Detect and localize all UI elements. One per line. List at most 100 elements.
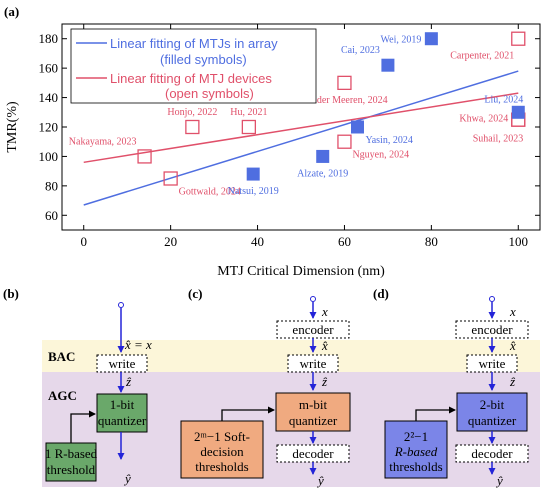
point-label: Cai, 2023 xyxy=(341,45,380,56)
quantizer-c-line1: m-bit xyxy=(299,397,328,412)
arrow-d-threshold xyxy=(415,406,456,421)
point-filled-square xyxy=(316,149,330,163)
point-filled-square xyxy=(350,120,364,134)
legend-devices-line1: Linear fitting of MTJ devices xyxy=(110,71,272,86)
quantizer-box-d xyxy=(456,392,528,432)
legend-array-line1: Linear fitting of MTJs in array xyxy=(110,36,278,51)
label-x-d: x xyxy=(509,304,516,319)
point-label: Nakayama, 2023 xyxy=(69,136,137,147)
y-tick-label: 160 xyxy=(39,61,59,76)
diagram: BAC AGC (b) (c) (d) x̂ = x write ẑ 1-bit… xyxy=(3,286,540,488)
panel-d: x encoder x̂ write ẑ 2-bit quantizer dec… xyxy=(384,296,529,488)
point-label: Khwa, 2024 xyxy=(459,114,508,125)
threshold-c-line1: 2ᵐ−1 Soft- xyxy=(194,429,250,444)
quantizer-b-line2: quantizer xyxy=(98,413,147,428)
threshold-box-d xyxy=(384,420,448,479)
y-tick-label: 80 xyxy=(45,178,58,193)
point-label: Wei, 2019 xyxy=(381,35,422,46)
panel-c: x encoder x̂ write ẑ m-bit quantizer dec… xyxy=(180,296,351,488)
label-zhat-d: ẑ xyxy=(509,374,516,389)
write-box-b xyxy=(96,354,148,373)
input-node-c xyxy=(310,296,316,302)
decoder-label-c: decoder xyxy=(292,446,334,461)
encoder-label-c: encoder xyxy=(292,322,334,337)
point-filled-square xyxy=(511,105,525,119)
data-point-labels: Nakayama, 2023 Gottwald, 2024 Honjo, 2022 H… xyxy=(69,35,523,198)
agc-band-label: AGC xyxy=(48,388,77,403)
label-zhat-c: ẑ xyxy=(321,374,328,389)
y-tick-label: 180 xyxy=(39,31,59,46)
x-tick-label: 60 xyxy=(338,234,351,249)
fit-line-array xyxy=(83,70,519,206)
label-yhat-b: ŷ xyxy=(123,471,131,486)
point-label: Alzate, 2019 xyxy=(297,168,348,179)
panel-label-a: (a) xyxy=(4,4,19,19)
point-label: Honjo, 2022 xyxy=(167,107,217,118)
threshold-d-line2: R-based xyxy=(394,444,438,459)
panel-b: x̂ = x write ẑ 1-bit quantizer ŷ 1 R-bas… xyxy=(45,302,152,486)
threshold-box-c xyxy=(180,420,264,479)
y-axis-label: TMR(%) xyxy=(5,101,20,153)
legend-array-line2: (filled symbols) xyxy=(160,52,247,67)
legend-devices-line2: (open symbols) xyxy=(165,86,254,101)
arrow-c-threshold xyxy=(221,406,275,421)
x-tick-label: 20 xyxy=(164,234,177,249)
decoder-label-d: decoder xyxy=(471,446,513,461)
legend-box xyxy=(70,28,317,104)
arrow-b-threshold xyxy=(70,410,96,443)
point-filled-square xyxy=(381,58,395,72)
point-open-square xyxy=(337,75,352,91)
bac-band-label: BAC xyxy=(48,349,75,364)
quantizer-c-line2: quantizer xyxy=(289,413,338,428)
quantizer-box-b xyxy=(96,393,148,433)
threshold-c-line3: thresholds xyxy=(195,459,248,474)
x-axis-label: MTJ Critical Dimension (nm) xyxy=(217,264,385,279)
write-label-b: write xyxy=(109,356,136,371)
legend: Linear fitting of MTJs in array (filled … xyxy=(70,28,317,104)
point-filled-square xyxy=(246,167,260,181)
point-filled-square xyxy=(424,32,438,46)
x-tick-label: 40 xyxy=(251,234,264,249)
threshold-c-line2: decision xyxy=(200,444,244,459)
threshold-d-line3: thresholds xyxy=(389,459,442,474)
point-label: Yasin, 2024 xyxy=(365,135,412,146)
chart: 0 20 40 60 80 100 60 80 100 120 140 160 180 Nakayama… xyxy=(5,23,541,279)
x-tick-label: 100 xyxy=(509,234,529,249)
threshold-b-line1: 1 R-based xyxy=(45,446,98,461)
label-yhat-c: ŷ xyxy=(316,473,324,488)
write-label-c: write xyxy=(300,356,327,371)
label-x-c: x xyxy=(321,304,328,319)
point-label: Vander Meeren, 2024 xyxy=(301,95,387,106)
panel-label-b: (b) xyxy=(3,286,19,301)
threshold-box-b xyxy=(45,442,97,482)
y-tick-label: 120 xyxy=(39,120,59,135)
threshold-b-line2: threshold xyxy=(47,462,96,477)
encoder-label-d: encoder xyxy=(471,322,513,337)
point-label: Hu, 2021 xyxy=(230,107,267,118)
axis-ticks: 0 20 40 60 80 100 60 80 100 120 140 160 180 xyxy=(39,24,540,249)
point-label: Nguyen, 2024 xyxy=(352,150,409,161)
fit-lines xyxy=(83,70,519,206)
point-label: Liu, 2024 xyxy=(484,94,523,105)
point-open-square xyxy=(137,149,152,164)
point-label: Gottwald, 2024 xyxy=(179,187,241,198)
label-yhat-d: ŷ xyxy=(495,473,503,488)
threshold-d-line1: 2²−1 xyxy=(404,429,428,444)
input-node-b xyxy=(118,302,124,308)
input-node-d xyxy=(489,296,495,302)
point-open-square xyxy=(337,134,352,149)
label-xhat-d: x̂ xyxy=(509,338,516,353)
label-xhat-eq-b: x̂ = x xyxy=(124,337,152,352)
fit-line-devices xyxy=(83,92,519,164)
quantizer-b-line1: 1-bit xyxy=(110,397,135,412)
point-label: Suhail, 2023 xyxy=(473,134,524,145)
point-label: Natsui, 2019 xyxy=(228,186,279,197)
quantizer-d-line1: 2-bit xyxy=(480,397,505,412)
point-open-square xyxy=(163,171,178,186)
label-xhat-c: x̂ xyxy=(321,338,328,353)
quantizer-box-c xyxy=(275,392,351,432)
write-label-d: write xyxy=(479,356,506,371)
data-points xyxy=(137,31,526,186)
panel-label-d: (d) xyxy=(373,286,389,301)
